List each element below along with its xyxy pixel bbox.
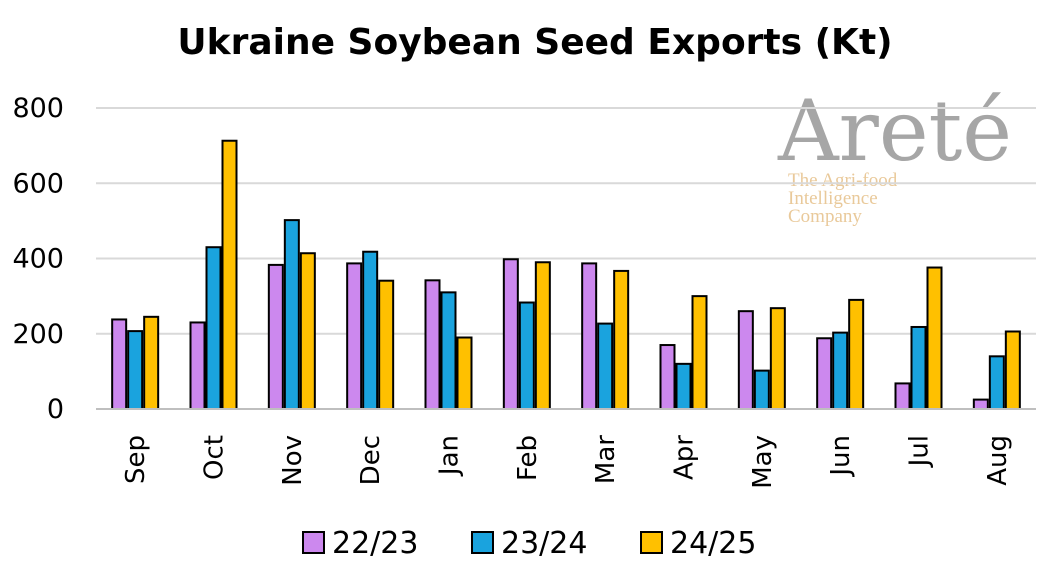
bars	[111, 139, 1021, 411]
x-tick-label: Jan	[435, 435, 465, 477]
legend-label: 22/23	[332, 526, 418, 561]
bar-23-24-jul	[910, 325, 927, 411]
watermark-tagline-2: Intelligence	[788, 188, 878, 209]
x-tick-label: Mar	[591, 435, 621, 484]
x-tick-label: Aug	[983, 435, 1013, 486]
bar-23-24-dec	[362, 250, 379, 410]
bar-22-23-dec	[346, 262, 363, 410]
bar-24-25-may	[769, 307, 786, 411]
watermark-tagline-3: Company	[788, 206, 862, 227]
x-tick-label: Apr	[670, 435, 700, 480]
bar-24-25-aug	[1004, 330, 1021, 410]
bar-23-24-may	[753, 369, 770, 410]
bar-22-23-jun	[816, 337, 833, 411]
bar-23-24-sep	[127, 330, 144, 410]
x-tick-label: Jul	[905, 435, 935, 468]
bar-22-23-sep	[111, 318, 128, 411]
bar-24-25-dec	[378, 279, 395, 411]
bar-24-25-feb	[534, 261, 551, 411]
y-tick-label: 0	[47, 394, 64, 425]
bar-22-23-feb	[502, 258, 519, 410]
legend: 22/23 23/24 24/25	[302, 526, 756, 561]
bar-23-24-jun	[832, 331, 849, 410]
y-tick-label: 600	[12, 168, 64, 199]
x-axis-ticks: Sep Oct Nov Dec Jan Feb Mar Apr May Jun Jul Aug	[121, 435, 1013, 489]
legend-swatch	[302, 531, 325, 554]
x-tick-label: Feb	[513, 435, 543, 481]
watermark-tagline-1: The Agri-food	[788, 170, 898, 191]
x-tick-label: Dec	[356, 435, 386, 485]
y-tick-label: 200	[12, 319, 64, 350]
bar-24-25-mar	[613, 269, 630, 411]
x-tick-label: Sep	[121, 435, 151, 484]
y-tick-label: 400	[12, 244, 64, 275]
bar-24-25-jan	[456, 336, 473, 411]
x-tick-label: Nov	[278, 435, 308, 486]
y-tick-label: 800	[12, 93, 64, 124]
bar-23-24-aug	[988, 355, 1005, 411]
x-tick-label: Jun	[826, 435, 856, 478]
legend-swatch	[640, 531, 663, 554]
bar-22-23-jul	[894, 382, 911, 411]
bar-23-24-feb	[518, 301, 535, 410]
y-axis-ticks: 0 200 400 600 800	[12, 93, 64, 425]
legend-label: 24/25	[670, 526, 756, 561]
watermark-name: Areté	[777, 82, 1012, 180]
bar-24-25-nov	[299, 252, 316, 410]
bar-23-24-nov	[283, 219, 300, 410]
bar-24-25-jul	[926, 266, 943, 410]
legend-swatch	[471, 531, 494, 554]
bar-24-25-sep	[143, 315, 160, 411]
gridlines	[96, 107, 1036, 335]
bar-22-23-mar	[581, 262, 598, 410]
bar-23-24-mar	[597, 322, 614, 410]
bar-22-23-oct	[189, 321, 206, 410]
bar-23-24-oct	[205, 246, 222, 410]
chart-title: Ukraine Soybean Seed Exports (Kt)	[177, 22, 892, 63]
bar-24-25-jun	[848, 298, 865, 411]
watermark-logo: Areté The Agri-food Intelligence Company	[777, 82, 1012, 227]
x-tick-label: Oct	[200, 435, 230, 480]
bar-22-23-aug	[972, 398, 989, 410]
bar-23-24-apr	[675, 362, 692, 411]
bar-22-23-apr	[659, 344, 676, 411]
legend-label: 23/24	[501, 526, 587, 561]
x-tick-label: May	[748, 435, 778, 489]
bar-22-23-jan	[424, 279, 441, 411]
bar-22-23-may	[737, 310, 754, 410]
bar-24-25-apr	[691, 295, 708, 410]
bar-23-24-jan	[440, 291, 457, 410]
bar-24-25-oct	[221, 139, 238, 410]
bar-22-23-nov	[267, 263, 284, 410]
